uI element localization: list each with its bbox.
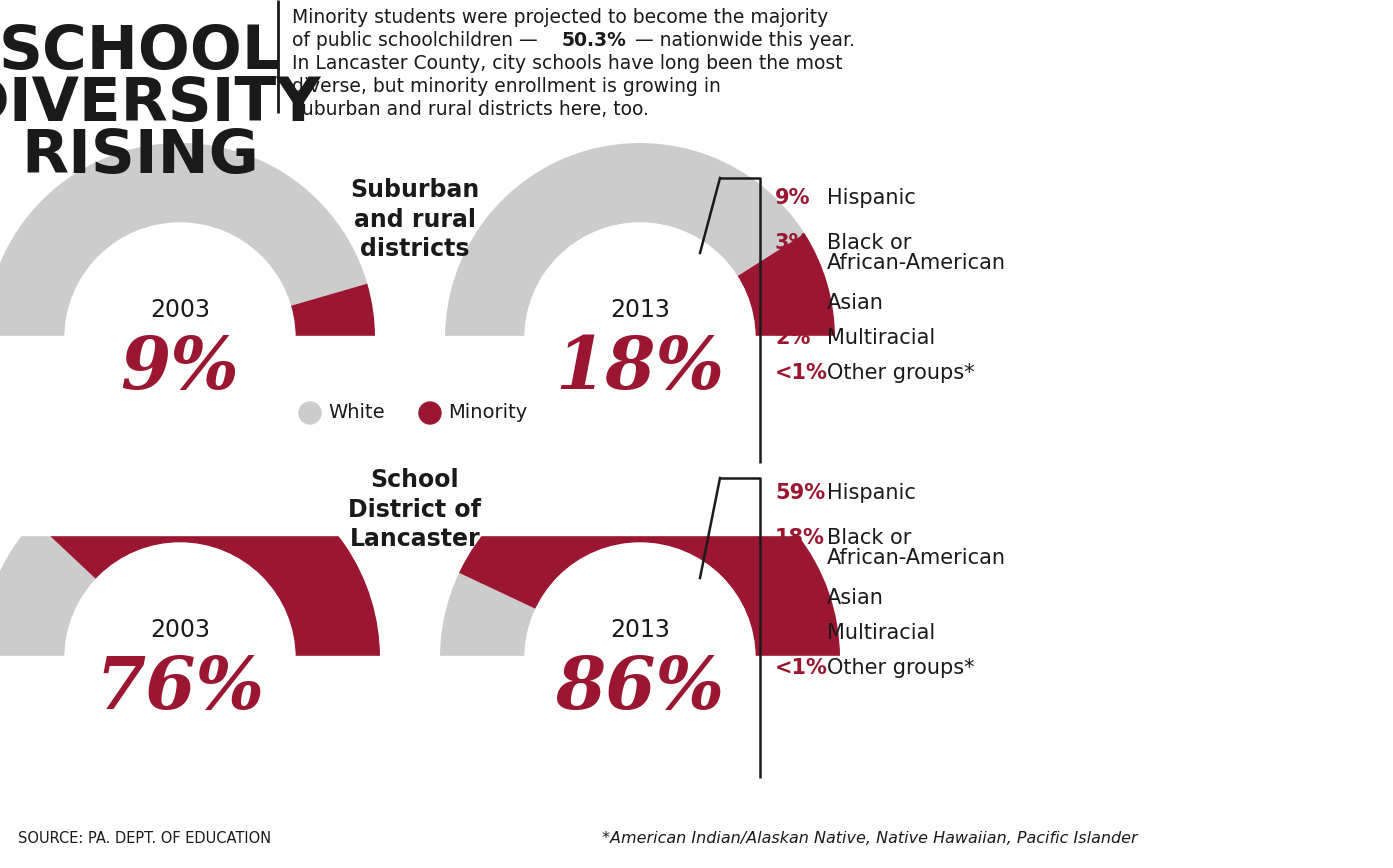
Text: 3%: 3% <box>775 293 811 313</box>
Text: Minority: Minority <box>449 404 527 423</box>
Text: 2003: 2003 <box>150 618 210 642</box>
Bar <box>437 656 841 860</box>
Wedge shape <box>440 573 536 658</box>
Wedge shape <box>35 458 380 658</box>
Text: SCHOOL: SCHOOL <box>0 23 281 82</box>
Text: DIVERSITY: DIVERSITY <box>0 75 322 134</box>
Text: White: White <box>327 404 384 423</box>
Text: <1%: <1% <box>775 363 827 383</box>
Text: Minority students were projected to become the majority: Minority students were projected to beco… <box>293 8 829 27</box>
Circle shape <box>525 543 755 773</box>
Bar <box>0 336 378 535</box>
Wedge shape <box>0 143 368 338</box>
Circle shape <box>525 223 755 453</box>
Text: Black or: Black or <box>827 528 911 548</box>
Text: suburban and rural districts here, too.: suburban and rural districts here, too. <box>293 100 649 119</box>
Text: 59%: 59% <box>775 483 825 503</box>
Text: 18%: 18% <box>556 332 724 404</box>
Text: African-American: African-American <box>827 548 1006 568</box>
Text: *American Indian/Alaskan Native, Native Hawaiian, Pacific Islander: *American Indian/Alaskan Native, Native … <box>602 831 1138 846</box>
Text: Other groups*: Other groups* <box>827 363 975 383</box>
Text: SOURCE: PA. DEPT. OF EDUCATION: SOURCE: PA. DEPT. OF EDUCATION <box>18 831 272 846</box>
Text: 2%: 2% <box>775 328 811 348</box>
Text: School
District of
Lancaster: School District of Lancaster <box>348 468 482 551</box>
Text: 5%: 5% <box>775 588 811 608</box>
Text: <1%: <1% <box>775 658 827 678</box>
Circle shape <box>419 402 442 424</box>
Text: Other groups*: Other groups* <box>827 658 975 678</box>
Text: 76%: 76% <box>96 653 265 724</box>
Text: Black or: Black or <box>827 233 911 253</box>
Wedge shape <box>290 284 375 338</box>
Text: 9%: 9% <box>775 188 811 208</box>
Text: Hispanic: Hispanic <box>827 188 915 208</box>
Wedge shape <box>444 143 805 338</box>
Wedge shape <box>737 233 834 338</box>
Text: 18%: 18% <box>775 528 825 548</box>
Text: diverse, but minority enrollment is growing in: diverse, but minority enrollment is grow… <box>293 77 720 96</box>
Text: Asian: Asian <box>827 588 885 608</box>
Circle shape <box>299 402 320 424</box>
Text: of public schoolchildren —: of public schoolchildren — <box>293 31 543 50</box>
Bar <box>443 336 837 535</box>
Bar <box>0 656 382 860</box>
Text: RISING: RISING <box>21 127 259 186</box>
Text: Multiracial: Multiracial <box>827 623 935 643</box>
Text: Multiracial: Multiracial <box>827 328 935 348</box>
Text: 86%: 86% <box>556 653 724 724</box>
Text: 50.3%: 50.3% <box>561 31 627 50</box>
Text: Asian: Asian <box>827 293 885 313</box>
Text: In Lancaster County, city schools have long been the most: In Lancaster County, city schools have l… <box>293 54 843 73</box>
Text: African-American: African-American <box>827 253 1006 273</box>
Circle shape <box>65 223 295 453</box>
Text: 3%: 3% <box>775 233 811 253</box>
Text: 2013: 2013 <box>610 618 670 642</box>
Text: Hispanic: Hispanic <box>827 483 915 503</box>
Text: — nationwide this year.: — nationwide this year. <box>630 31 855 50</box>
Text: Suburban
and rural
districts: Suburban and rural districts <box>351 178 479 261</box>
Text: 9%: 9% <box>121 332 240 404</box>
Wedge shape <box>0 521 96 658</box>
Circle shape <box>65 543 295 773</box>
Text: 2013: 2013 <box>610 298 670 322</box>
Wedge shape <box>460 458 840 658</box>
Text: 2003: 2003 <box>150 298 210 322</box>
Text: 4%: 4% <box>775 623 811 643</box>
